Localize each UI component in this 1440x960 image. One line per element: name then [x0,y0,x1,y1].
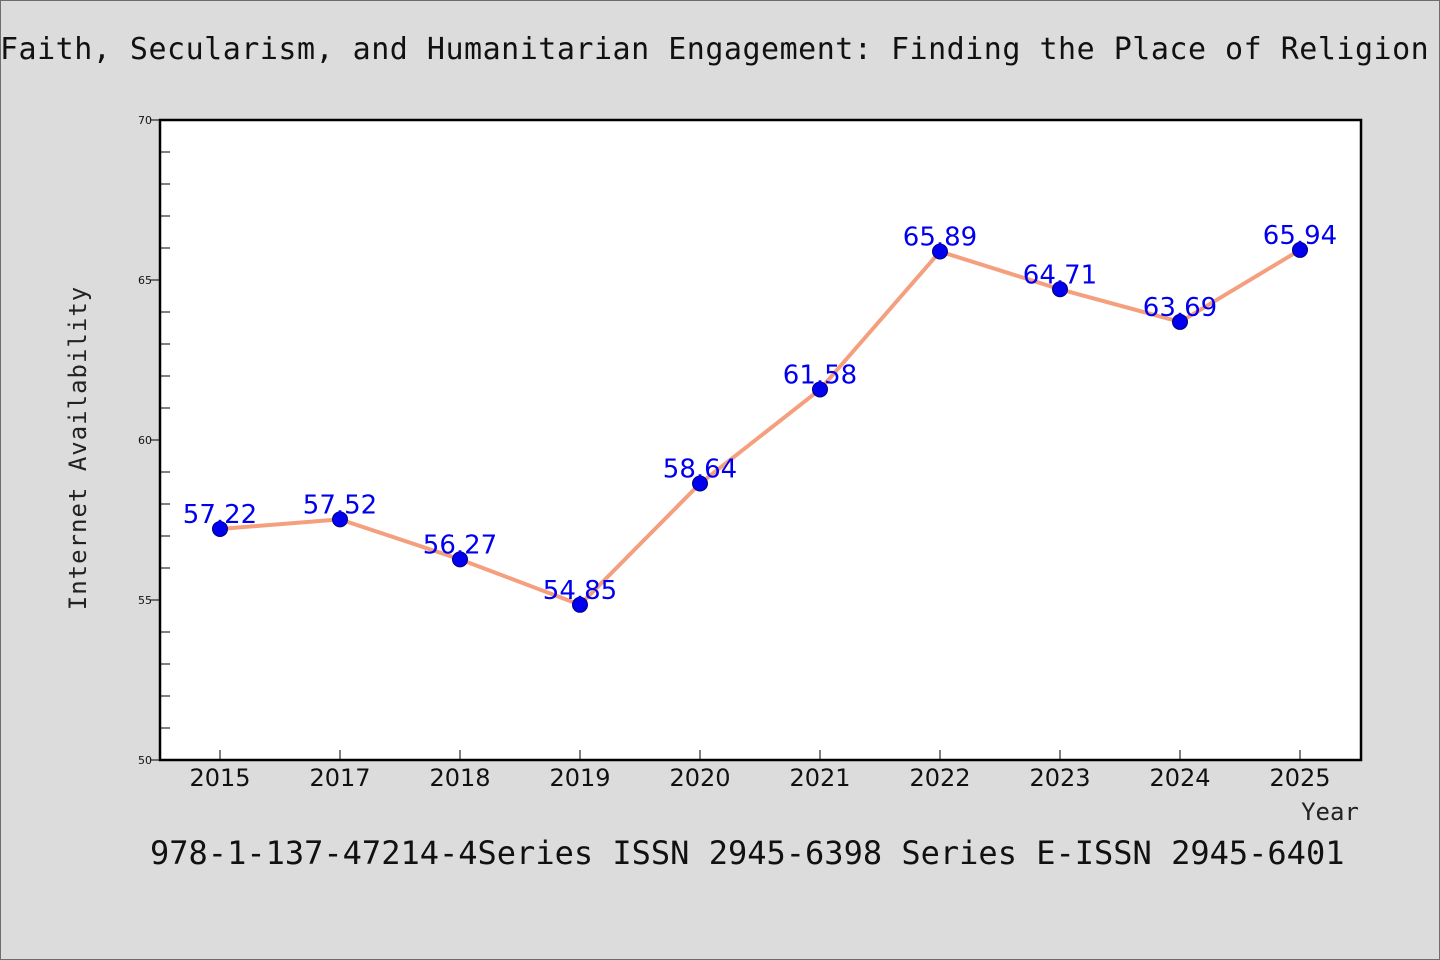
data-point [1292,241,1308,258]
x-axis-label: Year [1301,798,1359,826]
x-tick-label: 2018 [429,764,490,792]
x-tick-label: 2024 [1149,764,1210,792]
data-point [212,520,228,537]
x-tick-label: 2022 [909,764,970,792]
data-label: 57.52 [303,490,377,520]
data-label: 63.69 [1143,293,1217,323]
data-point [572,596,588,613]
data-label: 56.27 [423,530,497,560]
x-tick-label: 2025 [1269,764,1330,792]
plot-area [158,118,1363,762]
data-label: 61.58 [783,360,857,390]
series-layer [212,241,1308,613]
data-point [332,511,348,528]
footer-isbn: 978-1-137-47214-4Series ISSN 2945-6398 S… [150,834,1345,872]
x-tick-label: 2015 [189,764,250,792]
x-tick-label: 2023 [1029,764,1090,792]
series-line [218,247,1302,607]
data-point [1172,313,1188,330]
data-label: 64.71 [1023,260,1097,290]
chart-title: Faith, Secularism, and Humanitarian Enga… [0,32,1440,67]
data-label: 54.85 [543,576,617,606]
y-tick-label: 70 [138,114,152,127]
data-label: 65.89 [903,223,977,253]
y-axis-label: Internet Availability [64,286,92,610]
y-tick-label: 60 [138,434,152,447]
x-tick-label: 2021 [789,764,850,792]
data-label: 65.94 [1263,221,1337,251]
x-tick-label: 2020 [669,764,730,792]
y-tick-label: 65 [138,274,152,287]
data-point [1052,281,1068,298]
data-label: 58.64 [663,455,737,485]
x-tick-label: 2017 [309,764,370,792]
data-point [932,243,948,260]
data-label: 57.22 [183,500,257,530]
y-tick-label: 55 [138,594,152,607]
data-labels: 57.22 57.52 56.27 54.85 58.64 61.58 65.89 64.71… [183,221,1337,606]
y-tick-label: 50 [138,754,152,767]
axes: 50 55 60 65 70 2015 2017 2018 2019 2020 2021 2022 20… [138,114,1363,792]
data-point [692,475,708,492]
data-point [452,551,468,568]
data-point [812,381,828,398]
x-tick-label: 2019 [549,764,610,792]
